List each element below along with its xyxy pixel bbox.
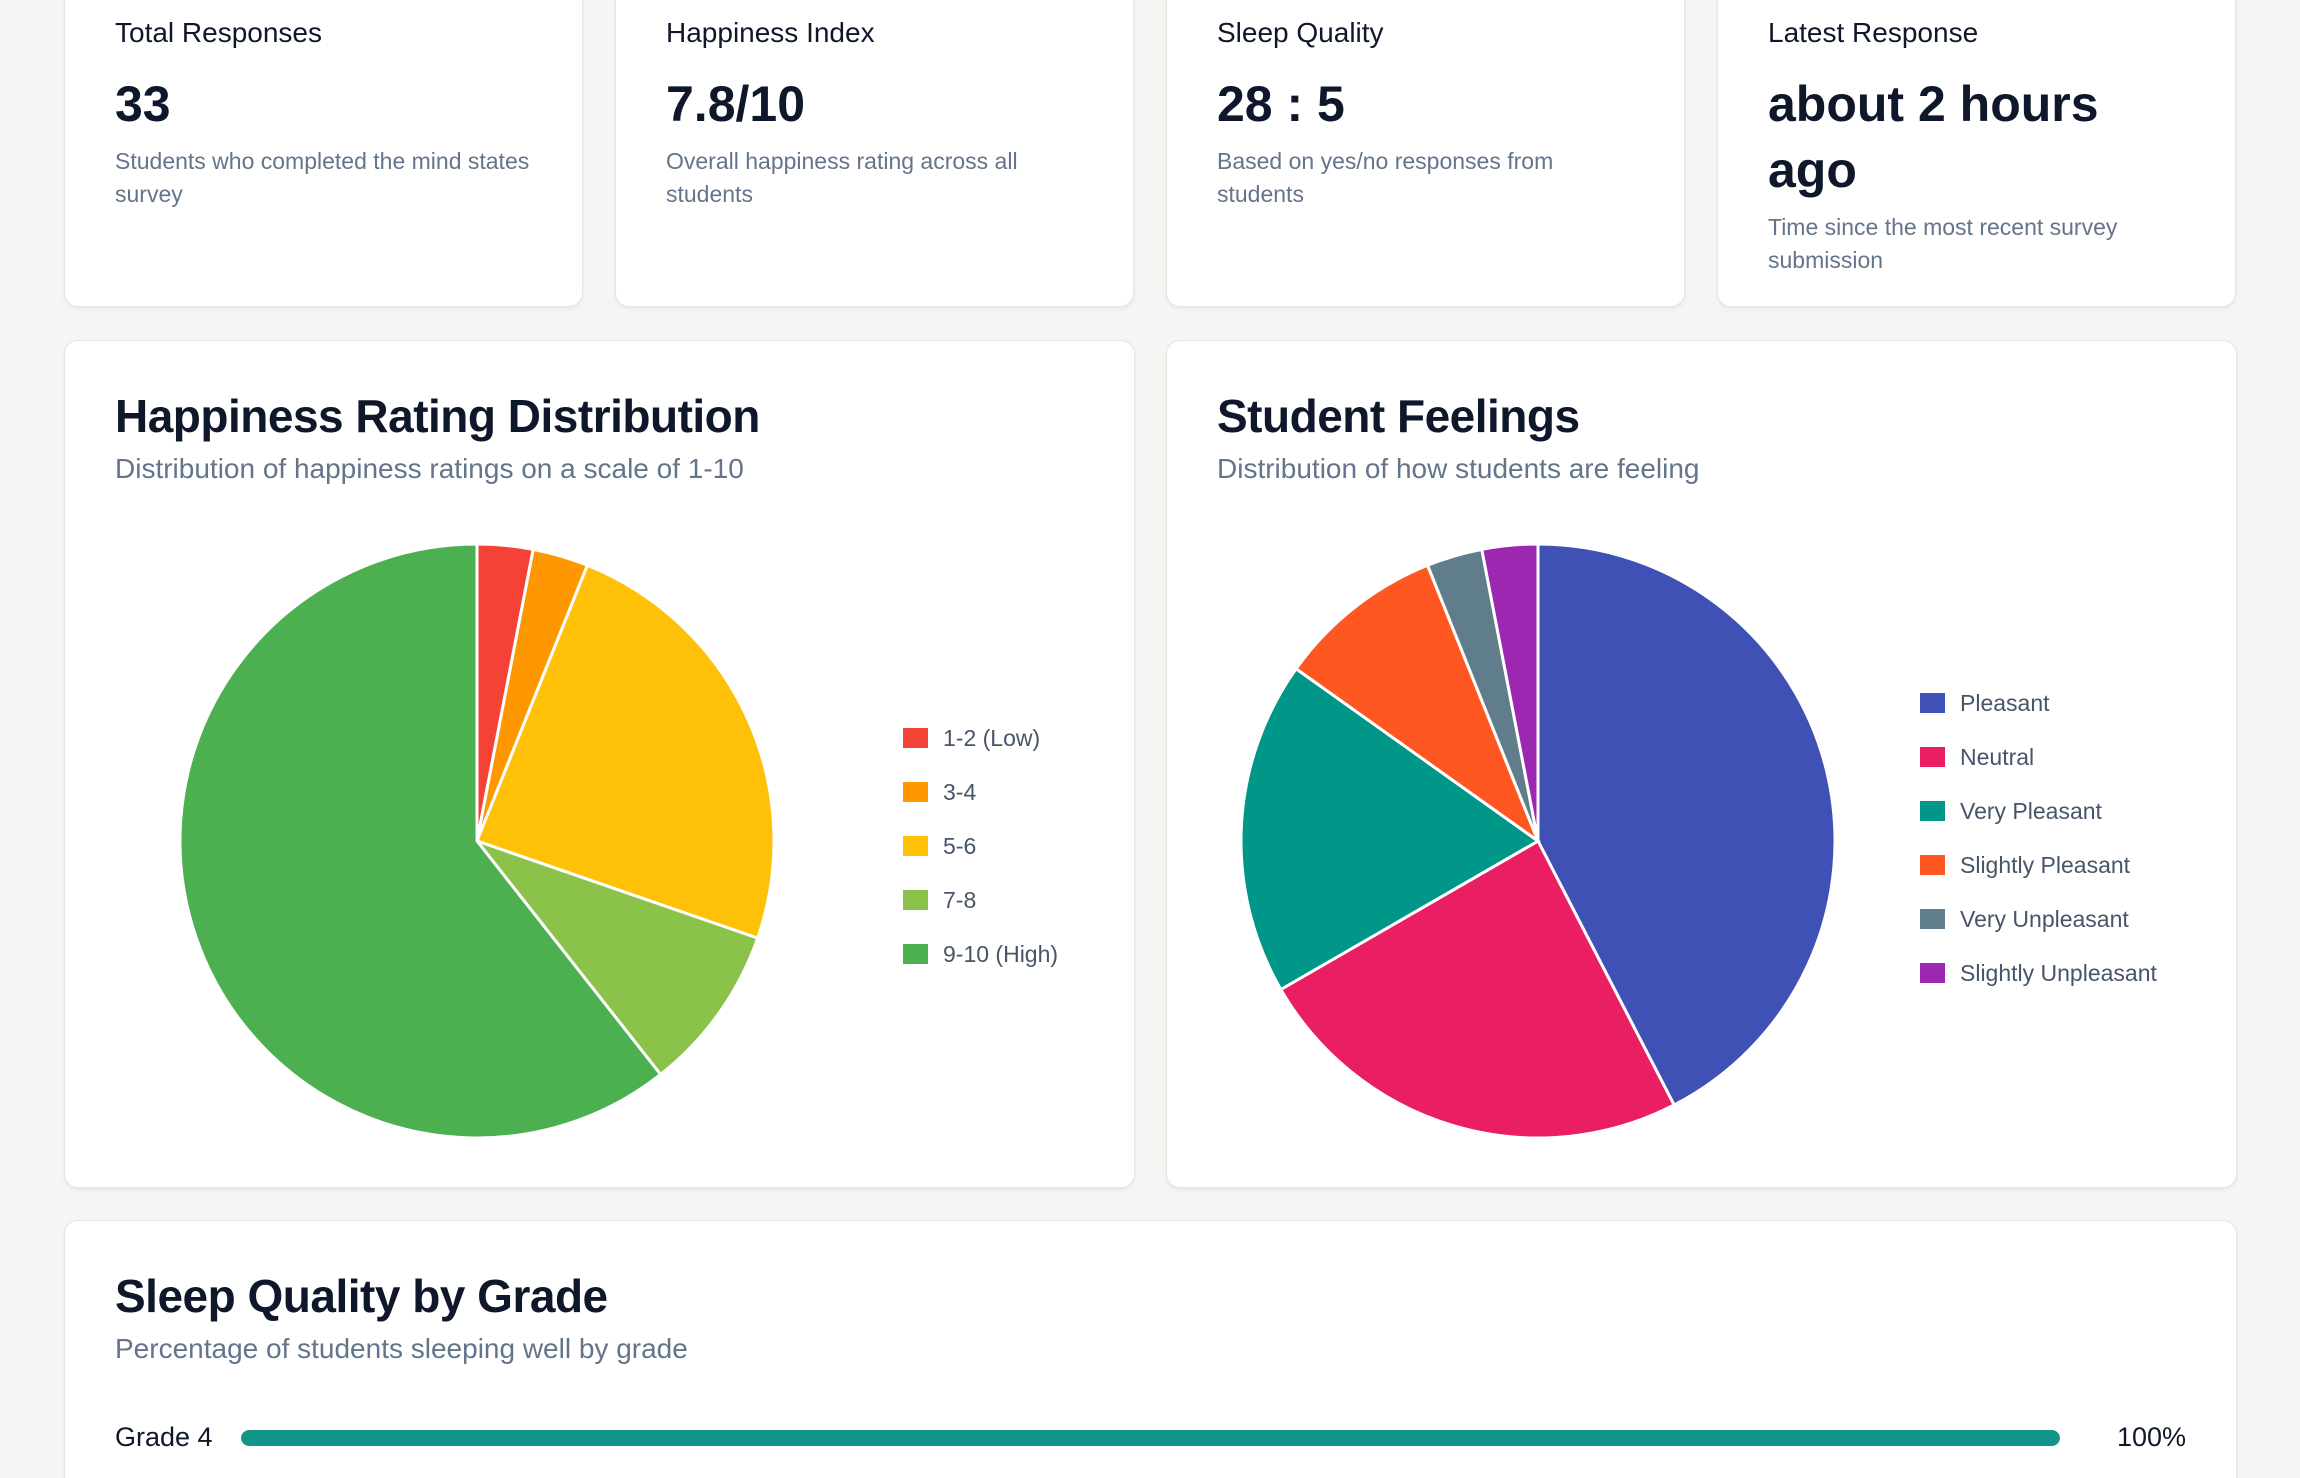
legend-item[interactable]: Slightly Unpleasant xyxy=(1920,946,2157,1000)
progress-fill xyxy=(241,1430,2060,1446)
legend-label: 1-2 (Low) xyxy=(943,724,1041,751)
legend-label: Slightly Unpleasant xyxy=(1960,959,2157,986)
happiness-distribution-card: Happiness Rating Distribution Distributi… xyxy=(64,340,1135,1188)
stat-card-total-responses: Total Responses 33 Students who complete… xyxy=(64,0,583,307)
legend-item[interactable]: 7-8 xyxy=(903,873,1058,927)
card-title: Student Feelings xyxy=(1217,390,1580,442)
legend-label: Very Unpleasant xyxy=(1960,905,2129,932)
legend-label: Slightly Pleasant xyxy=(1960,851,2131,878)
legend-swatch xyxy=(1920,693,1945,713)
pie-slice-pleasant[interactable] xyxy=(1536,542,1837,1108)
stat-value: about 2 hours ago xyxy=(1768,76,2099,198)
progress-track xyxy=(241,1430,2060,1446)
legend-swatch xyxy=(903,944,928,964)
legend-label: Very Pleasant xyxy=(1960,797,2102,824)
pie-slice-9-10-high[interactable] xyxy=(178,542,663,1140)
stat-card-latest-response: Latest Response about 2 hours ago Time s… xyxy=(1717,0,2236,307)
legend-item[interactable]: 1-2 (Low) xyxy=(903,711,1058,765)
legend-swatch xyxy=(903,728,928,748)
grade-row: Grade 4 100% xyxy=(115,1417,2186,1457)
legend-swatch xyxy=(903,782,928,802)
pie-slice-very-pleasant[interactable] xyxy=(1239,666,1541,992)
card-title: Happiness Rating Distribution xyxy=(115,390,760,442)
stat-description: Based on yes/no responses from students xyxy=(1217,148,1554,207)
legend-label: 7-8 xyxy=(943,886,977,913)
stat-description: Overall happiness rating across all stud… xyxy=(666,148,1018,207)
legend-item[interactable]: Very Unpleasant xyxy=(1920,892,2157,946)
stat-label: Sleep Quality xyxy=(1217,17,1384,48)
stat-description: Students who completed the mind states s… xyxy=(115,148,530,207)
legend-item[interactable]: Neutral xyxy=(1920,730,2157,784)
pie-slice-slightly-pleasant[interactable] xyxy=(1293,563,1542,846)
legend-swatch xyxy=(1920,855,1945,875)
grade-percent: 100% xyxy=(2116,1422,2186,1452)
legend-item[interactable]: Very Pleasant xyxy=(1920,784,2157,838)
legend-item[interactable]: Pleasant xyxy=(1920,676,2157,730)
legend-label: 9-10 (High) xyxy=(943,940,1059,967)
grade-label: Grade 4 xyxy=(115,1422,213,1452)
legend-swatch xyxy=(903,890,928,910)
pie-slice-neutral[interactable] xyxy=(1278,838,1677,1140)
card-subtitle: Distribution of happiness ratings on a s… xyxy=(115,453,744,484)
stat-value: 33 xyxy=(115,76,171,132)
stat-value: 7.8/10 xyxy=(666,76,806,132)
legend-label: 3-4 xyxy=(943,778,977,805)
legend-swatch xyxy=(1920,909,1945,929)
legend-item[interactable]: 9-10 (High) xyxy=(903,927,1058,981)
student-feelings-card: Student Feelings Distribution of how stu… xyxy=(1166,340,2237,1188)
legend-swatch xyxy=(1920,963,1945,983)
legend-label: 5-6 xyxy=(943,832,977,859)
legend-item[interactable]: 5-6 xyxy=(903,819,1058,873)
happiness-legend: 1-2 (Low) 3-4 5-6 7-8 9-10 (High) xyxy=(903,711,1058,981)
pie-slice-7-8[interactable] xyxy=(472,837,760,1077)
card-subtitle: Percentage of students sleeping well by … xyxy=(115,1333,688,1364)
legend-swatch xyxy=(1920,801,1945,821)
happiness-pie-chart xyxy=(178,542,776,1140)
stat-card-sleep-quality: Sleep Quality 28 : 5 Based on yes/no res… xyxy=(1166,0,1685,307)
sleep-quality-card: Sleep Quality by Grade Percentage of stu… xyxy=(64,1220,2237,1478)
feelings-pie-chart xyxy=(1239,542,1837,1140)
legend-swatch xyxy=(1920,747,1945,767)
stat-card-happiness-index: Happiness Index 7.8/10 Overall happiness… xyxy=(615,0,1134,307)
stat-label: Happiness Index xyxy=(666,17,875,48)
legend-item[interactable]: 3-4 xyxy=(903,765,1058,819)
legend-item[interactable]: Slightly Pleasant xyxy=(1920,838,2157,892)
pie-slice-5-6[interactable] xyxy=(475,563,776,941)
legend-label: Pleasant xyxy=(1960,689,2050,716)
feelings-legend: Pleasant Neutral Very Pleasant Slightly Ple… xyxy=(1920,676,2157,1000)
legend-label: Neutral xyxy=(1960,743,2035,770)
legend-swatch xyxy=(903,836,928,856)
stat-label: Latest Response xyxy=(1768,17,1979,48)
pie-slice-slightly-unpleasant[interactable] xyxy=(1480,542,1540,842)
card-subtitle: Distribution of how students are feeling xyxy=(1217,453,1700,484)
stat-value: 28 : 5 xyxy=(1217,76,1345,132)
stat-label: Total Responses xyxy=(115,17,323,48)
stat-description: Time since the most recent survey submis… xyxy=(1768,214,2118,273)
card-title: Sleep Quality by Grade xyxy=(115,1270,608,1322)
